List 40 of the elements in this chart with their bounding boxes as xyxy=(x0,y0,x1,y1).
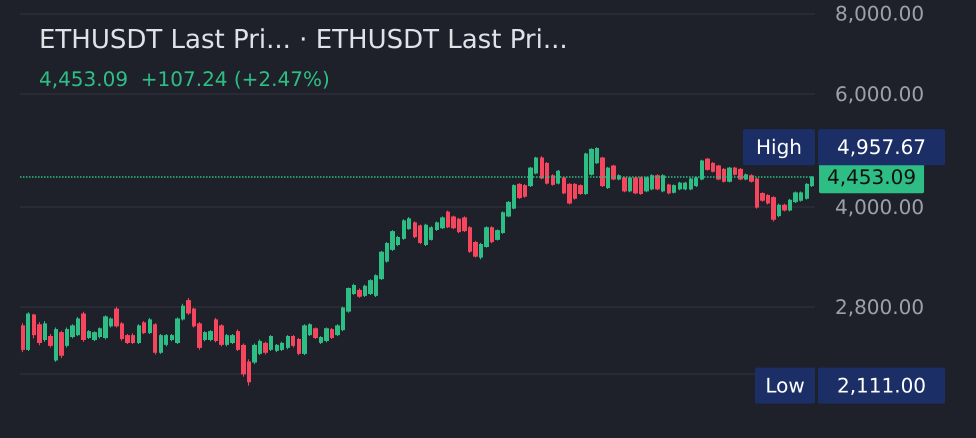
candlestick xyxy=(777,203,781,218)
candlestick xyxy=(153,322,157,355)
candlestick xyxy=(54,326,58,362)
candlestick xyxy=(286,334,290,350)
y-tick-label: 6,000.00 xyxy=(835,82,924,106)
text: 4,957.67 xyxy=(836,135,926,160)
candlestick xyxy=(43,320,47,342)
candlestick xyxy=(357,288,362,298)
candlestick xyxy=(622,176,627,193)
candlestick xyxy=(291,334,295,348)
y-tick-label: 4,000.00 xyxy=(835,195,924,220)
candlestick xyxy=(672,184,676,194)
candlestick xyxy=(611,164,616,181)
candlestick xyxy=(297,337,301,356)
candlestick xyxy=(782,203,787,212)
candlestick xyxy=(81,311,86,342)
candlestick xyxy=(551,174,555,186)
annotation: High xyxy=(756,135,802,160)
candlestick xyxy=(137,324,141,345)
candlestick xyxy=(21,322,25,353)
text: ETHUSDT Last Pri... · ETHUSDT Last Pri... xyxy=(39,25,568,55)
annotation: Low xyxy=(765,374,805,398)
candlestick xyxy=(490,226,494,244)
candlestick xyxy=(148,317,152,334)
candlestick xyxy=(655,174,660,191)
candlestick xyxy=(269,334,273,352)
candlestick xyxy=(59,330,64,359)
candlestick xyxy=(48,333,53,348)
candlestick xyxy=(142,320,146,334)
y-tick-label: 2,800.00 xyxy=(835,294,924,319)
y-tick-label: 8,000.00 xyxy=(835,2,924,26)
text: 2,111.00 xyxy=(836,374,926,398)
candlestick xyxy=(313,326,318,340)
candlestick xyxy=(26,312,30,352)
ref-line-label: 4,453.09 xyxy=(827,165,916,190)
candlestick xyxy=(330,327,334,340)
candlestick xyxy=(667,183,671,195)
text: 4,453.09 +107.24 (+2.47%) xyxy=(39,67,330,91)
candlestick xyxy=(263,341,268,355)
candlestick xyxy=(600,156,605,188)
